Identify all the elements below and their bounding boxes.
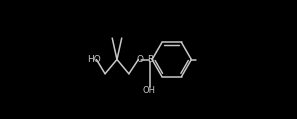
Text: B: B	[147, 55, 153, 64]
Text: O: O	[136, 55, 143, 64]
Text: HO: HO	[87, 55, 101, 64]
Text: OH: OH	[143, 86, 156, 95]
